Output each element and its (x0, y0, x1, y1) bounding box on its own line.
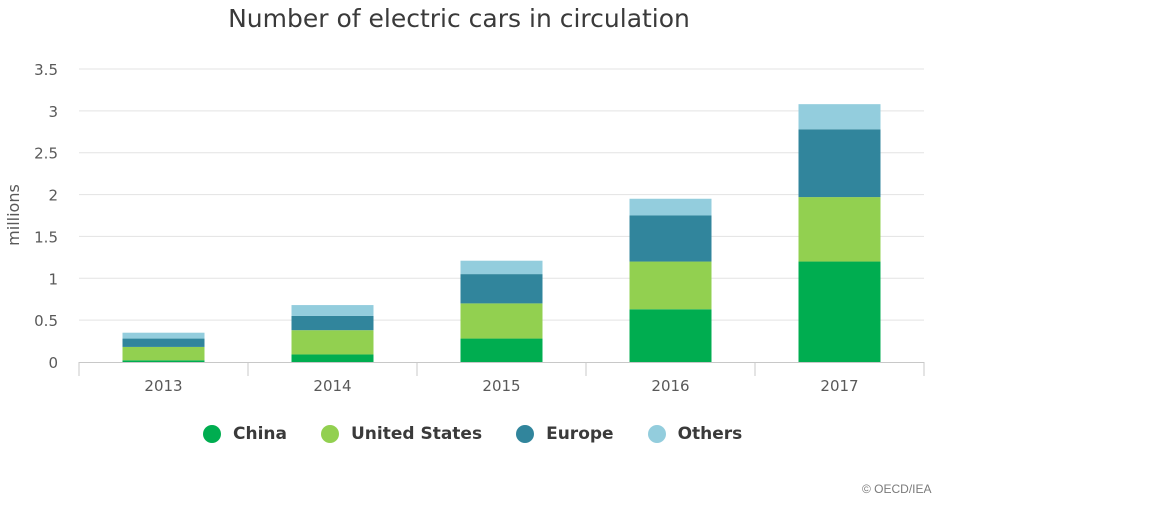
legend-label: China (233, 424, 287, 444)
bar-europe-2016 (629, 215, 712, 262)
y-tick-label: 1.5 (34, 228, 58, 246)
legend-item-europe[interactable]: Europe (516, 424, 614, 444)
bar-china-2015 (460, 338, 543, 362)
y-tick-label: 3 (48, 103, 58, 121)
x-tick-label: 2013 (144, 377, 182, 395)
x-tick-label: 2017 (820, 377, 858, 395)
bar-china-2016 (629, 309, 712, 362)
bar-united-states-2013 (122, 346, 205, 361)
credit-text: © OECD/IEA (862, 482, 932, 496)
bar-united-states-2017 (798, 197, 881, 262)
bar-others-2015 (460, 260, 543, 275)
tick-labels: 0 0.5 1 1.5 2 2.5 3 3.5 2013 2014 2015 2016 2017 (34, 61, 858, 395)
x-tick-label: 2016 (651, 377, 689, 395)
bar-others-2017 (798, 104, 881, 130)
x-tick-label: 2015 (482, 377, 520, 395)
bar-others-2016 (629, 198, 712, 216)
legend-swatch (516, 425, 535, 443)
bar-china-2013 (122, 360, 205, 362)
legend-swatch (647, 425, 666, 443)
bar-europe-2014 (291, 315, 374, 331)
bar-united-states-2014 (291, 330, 374, 355)
x-axis (78, 362, 925, 376)
bar-europe-2013 (122, 338, 205, 347)
y-tick-label: 1 (48, 270, 58, 288)
y-tick-label: 2 (48, 187, 58, 205)
y-tick-label: 0.5 (34, 312, 58, 330)
chart-title: Number of electric cars in circulation (228, 4, 690, 33)
bar-others-2014 (291, 305, 374, 316)
legend-swatch (203, 425, 221, 443)
legend: China United States Europe Others (203, 424, 776, 444)
legend-item-united-states[interactable]: United States (320, 424, 483, 444)
bar-others-2013 (122, 332, 205, 339)
bar-china-2017 (798, 261, 881, 362)
bar-united-states-2015 (460, 303, 543, 339)
bars (122, 104, 881, 362)
bar-united-states-2016 (629, 261, 712, 310)
y-axis-label: millions (4, 184, 23, 246)
legend-item-others[interactable]: Others (647, 424, 743, 444)
bar-europe-2015 (460, 274, 543, 304)
legend-label: Others (677, 424, 743, 444)
bar-china-2014 (291, 354, 374, 362)
legend-label: United States (350, 424, 483, 444)
stacked-bar-chart: 0 0.5 1 1.5 2 2.5 3 3.5 2013 2014 2015 2016 2017 mil… (4, 61, 925, 395)
legend-item-china[interactable]: China (203, 424, 287, 444)
y-tick-label: 2.5 (34, 145, 58, 163)
y-tick-label: 3.5 (34, 61, 58, 79)
x-tick-label: 2014 (313, 377, 351, 395)
legend-label: Europe (546, 424, 614, 444)
bar-europe-2017 (798, 129, 881, 198)
legend-swatch (320, 425, 339, 443)
y-tick-label: 0 (48, 354, 58, 372)
